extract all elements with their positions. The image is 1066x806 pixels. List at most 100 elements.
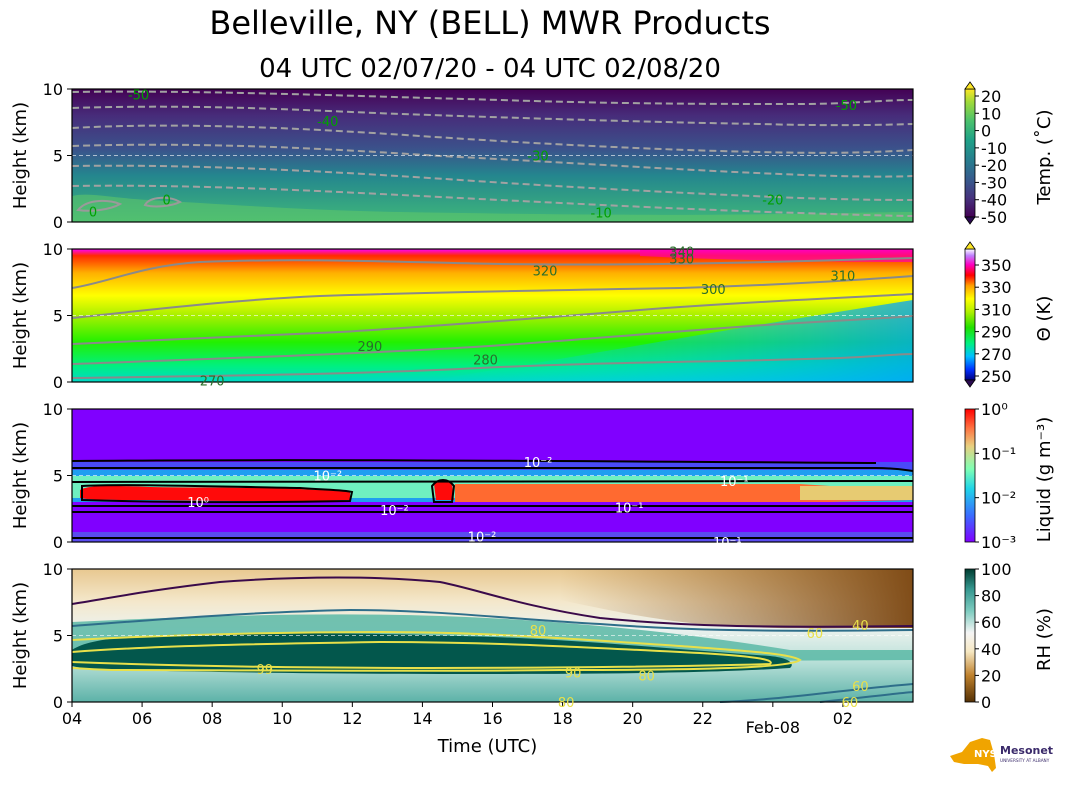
colorbar-tick-label: 270 <box>981 345 1012 364</box>
colorbar <box>964 248 976 381</box>
colorbar-tick-label: 80 <box>981 587 1001 606</box>
x-tick-label: 14 <box>412 709 432 728</box>
x-tick-label: 20 <box>622 709 642 728</box>
page-title: Belleville, NY (BELL) MWR Products <box>209 4 771 42</box>
colorbar-tick-label: 20 <box>981 666 1001 685</box>
x-tick-label: 12 <box>342 709 362 728</box>
colorbar-tick-label: 10⁻³ <box>981 533 1016 552</box>
contour-label: 310 <box>831 270 856 285</box>
liquid-contour <box>430 479 456 503</box>
contour-label: -10 <box>591 207 612 222</box>
colorbar-tick-label: 290 <box>981 323 1012 342</box>
temperature-panel <box>71 89 914 222</box>
colorbar-tick-label: -10 <box>981 139 1007 158</box>
y-tick-label: 0 <box>53 693 63 712</box>
y-tick-label: 10 <box>43 560 63 579</box>
y-tick-label: 10 <box>43 80 63 99</box>
colorbar-label: Θ (K) <box>1034 296 1055 342</box>
x-axis-label: Time (UTC) <box>437 736 538 757</box>
rh-contour <box>71 630 802 672</box>
x-tick-label: 02 <box>833 709 853 728</box>
contour-label: -30 <box>527 150 548 165</box>
contour-label: 330 <box>669 252 694 267</box>
theta-panel <box>71 249 914 382</box>
theta-isentrope <box>71 257 914 289</box>
rh-contour <box>719 683 914 703</box>
temperature-isotherm <box>71 90 914 106</box>
contour-label: 60 <box>842 696 859 711</box>
new-york-state-icon <box>950 738 996 772</box>
colorbar-extension <box>964 216 976 225</box>
theta-isentrope <box>71 275 914 319</box>
rh-contour <box>71 608 914 632</box>
colorbar <box>964 568 976 703</box>
contour-label: 80 <box>530 624 547 639</box>
contour-label: 10⁻¹ <box>615 501 644 516</box>
y-tick-label: 5 <box>53 627 63 646</box>
x-tick-label: 10 <box>272 709 292 728</box>
theta-isentrope <box>71 315 914 365</box>
contour-label: 320 <box>533 264 558 279</box>
colorbar-tick-label: 250 <box>981 367 1012 386</box>
rh-dry-region <box>560 569 913 629</box>
contour-label: 10⁻² <box>313 470 342 485</box>
colorbar-tick-label: 60 <box>981 613 1001 632</box>
contour-label: 99 <box>256 663 273 678</box>
contour-label: 0 <box>162 193 170 208</box>
x-tick-label: 22 <box>693 709 713 728</box>
contour-label: 10⁻² <box>380 504 409 519</box>
colorbar-tick-label: 330 <box>981 278 1012 297</box>
theta-isentrope <box>71 353 914 379</box>
colorbar-label: RH (%) <box>1034 608 1055 671</box>
colorbar-extension <box>964 379 976 388</box>
colorbar-tick-label: 100 <box>981 560 1012 579</box>
contour-label: -50 <box>836 99 857 114</box>
contour-label: -40 <box>317 115 338 130</box>
colorbar-tick-label: 40 <box>981 640 1001 659</box>
contour-label: 10⁻¹ <box>720 475 749 490</box>
y-axis-label: Height (km) <box>10 102 31 209</box>
contour-label: -20 <box>762 193 783 208</box>
contour-label: 40 <box>852 619 869 634</box>
contour-label: 340 <box>669 246 694 261</box>
contour-label: 80 <box>638 669 655 684</box>
colorbar-tick-label: 10⁻² <box>981 489 1016 508</box>
contour-label: 10⁻² <box>524 456 553 471</box>
colorbar <box>964 88 976 218</box>
colorbar-tick-label: 0 <box>981 693 991 712</box>
x-tick-label: Feb-08 <box>746 718 800 737</box>
y-tick-label: 0 <box>53 213 63 232</box>
x-tick-label: 08 <box>202 709 222 728</box>
rh-contour <box>71 640 772 670</box>
colorbar-tick-label: -50 <box>981 208 1007 227</box>
colorbar-tick-label: 10 <box>981 104 1001 123</box>
colorbar-tick-label: 350 <box>981 256 1012 275</box>
colorbar-tick-label: 0 <box>981 122 991 141</box>
colorbar-tick-label: -20 <box>981 156 1007 175</box>
contour-label: 80 <box>558 696 575 711</box>
colorbar-label: Temp. (˚C) <box>1034 109 1055 205</box>
rh-contour <box>819 691 914 703</box>
y-tick-label: 5 <box>53 307 63 326</box>
contour-label: 280 <box>473 353 498 368</box>
colorbar-tick-label: -40 <box>981 191 1007 210</box>
theta-cold-region <box>420 300 913 382</box>
liquid-contour <box>71 466 914 472</box>
y-axis-label: Height (km) <box>10 582 31 689</box>
y-axis-label: Height (km) <box>10 422 31 529</box>
colorbar-tick-label: 310 <box>981 300 1012 319</box>
liquid-core <box>434 479 454 500</box>
logo-tagline-text: UNIVERSITY AT ALBANY <box>1000 758 1050 763</box>
y-tick-label: 10 <box>43 240 63 259</box>
temperature-zero-contour <box>143 196 183 208</box>
liquid-layer-east-tail <box>800 486 913 500</box>
contour-label: 90 <box>565 667 582 682</box>
x-tick-label: 16 <box>482 709 502 728</box>
logo-name-text: Mesonet <box>1000 744 1053 757</box>
temperature-isotherm <box>71 143 914 178</box>
contour-label: 270 <box>200 375 225 390</box>
colorbar-tick-label: 10⁻¹ <box>981 444 1016 463</box>
colorbar-extension <box>964 241 976 250</box>
y-tick-label: 5 <box>53 467 63 486</box>
liquid-layer-east <box>455 484 913 502</box>
